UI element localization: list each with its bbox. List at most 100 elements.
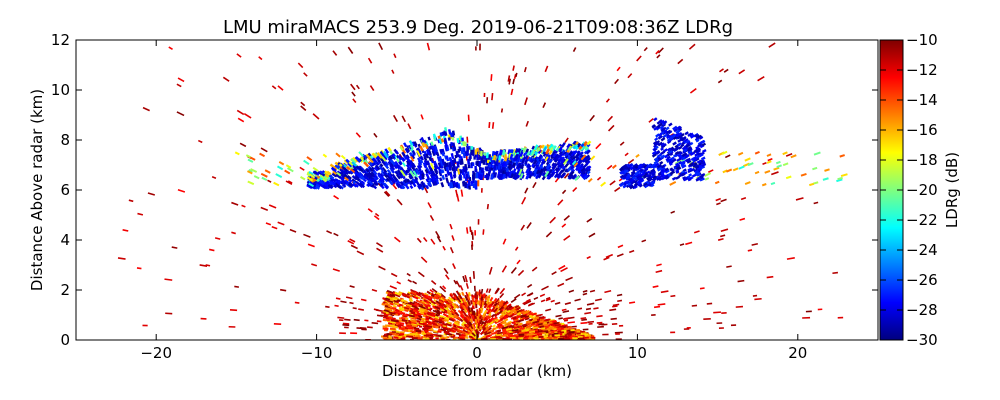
radar-gate	[300, 105, 307, 111]
radar-gate	[490, 301, 495, 307]
radar-gate	[595, 143, 602, 150]
radar-gate	[294, 301, 300, 304]
radar-gate	[747, 249, 753, 252]
radar-gate	[405, 160, 411, 167]
radar-gate	[409, 185, 414, 190]
radar-gate	[494, 335, 501, 339]
radar-gate	[674, 153, 680, 158]
radar-gate	[716, 202, 721, 206]
radar-gate	[668, 122, 673, 127]
radar-gate	[424, 168, 429, 174]
radar-gate	[575, 155, 579, 160]
radar-gate	[550, 299, 555, 303]
radar-gate	[650, 174, 656, 179]
radar-gate	[300, 175, 306, 181]
radar-gate	[607, 115, 614, 122]
radar-gate	[415, 299, 421, 303]
radar-gate	[488, 320, 494, 326]
radar-gate	[136, 267, 142, 270]
radar-gate	[506, 311, 512, 316]
radar-gate	[456, 194, 460, 202]
radar-gate	[627, 163, 633, 168]
radar-gate	[514, 304, 520, 309]
radar-gate	[578, 167, 583, 173]
radar-gate	[508, 305, 513, 309]
radar-gate	[582, 289, 588, 293]
radar-gate	[519, 172, 524, 179]
radar-gate	[396, 281, 401, 285]
radar-gate	[462, 152, 466, 159]
radar-gate	[694, 171, 699, 176]
radar-gate	[392, 326, 399, 329]
radar-gate	[458, 146, 462, 152]
radar-gate	[593, 307, 599, 310]
radar-gate	[701, 162, 707, 167]
radar-gate	[467, 300, 471, 306]
radar-gate	[299, 166, 305, 171]
radar-gate	[510, 88, 514, 96]
radar-gate	[393, 311, 399, 315]
radar-gate	[416, 293, 422, 298]
radar-gate	[548, 143, 554, 150]
colorbar-tick-label: −16	[906, 121, 938, 139]
radar-gate	[249, 156, 256, 161]
radar-gate	[508, 312, 514, 317]
radar-gate	[495, 158, 500, 165]
radar-gate	[689, 88, 697, 94]
radar-gate	[610, 317, 617, 320]
radar-gate	[554, 173, 559, 178]
radar-gate	[430, 293, 435, 298]
radar-gate	[659, 150, 666, 156]
radar-gate	[417, 271, 425, 278]
radar-gate	[335, 164, 341, 170]
radar-gate	[519, 327, 525, 330]
radar-gate	[407, 279, 412, 283]
radar-gate	[456, 138, 460, 144]
colorbar-tick-label: −10	[906, 31, 938, 49]
radar-gate	[229, 308, 238, 312]
radar-gate	[510, 149, 514, 154]
radar-gate	[322, 153, 328, 158]
radar-gate	[508, 149, 512, 154]
radar-gate	[596, 315, 603, 318]
radar-gate	[440, 138, 445, 143]
radar-gate	[347, 162, 353, 168]
radar-gate	[405, 155, 411, 162]
radar-gate	[675, 164, 681, 169]
radar-gate	[554, 153, 560, 160]
radar-gate	[491, 150, 495, 157]
radar-gate	[421, 173, 425, 178]
radar-gate	[699, 287, 705, 290]
radar-gate	[237, 117, 245, 123]
radar-gate	[688, 43, 696, 50]
radar-gate	[681, 152, 687, 157]
radar-gate	[580, 154, 587, 161]
radar-gate	[771, 171, 779, 176]
radar-gate	[639, 168, 644, 173]
radar-gate	[407, 327, 414, 330]
radar-gate	[562, 317, 568, 321]
radar-gate	[538, 315, 545, 319]
radar-gate	[437, 330, 442, 333]
radar-gate	[701, 142, 707, 147]
radar-gate	[630, 170, 636, 175]
radar-gate	[452, 303, 458, 309]
radar-gate	[508, 164, 513, 172]
radar-gate	[403, 179, 408, 184]
radar-gate	[652, 140, 658, 146]
radar-gate	[405, 164, 411, 170]
radar-gate	[438, 155, 443, 162]
radar-gate	[349, 169, 355, 175]
radar-gate	[549, 216, 557, 224]
radar-gate	[482, 229, 485, 235]
radar-gate	[479, 318, 483, 325]
radar-gate	[355, 173, 361, 179]
radar-gate	[657, 167, 662, 172]
radar-gate	[782, 151, 788, 156]
radar-gate	[669, 167, 674, 171]
radar-gate	[561, 142, 566, 148]
radar-gate	[491, 122, 495, 129]
radar-gate	[457, 168, 461, 175]
radar-gate	[459, 284, 464, 291]
radar-gate	[408, 163, 413, 169]
